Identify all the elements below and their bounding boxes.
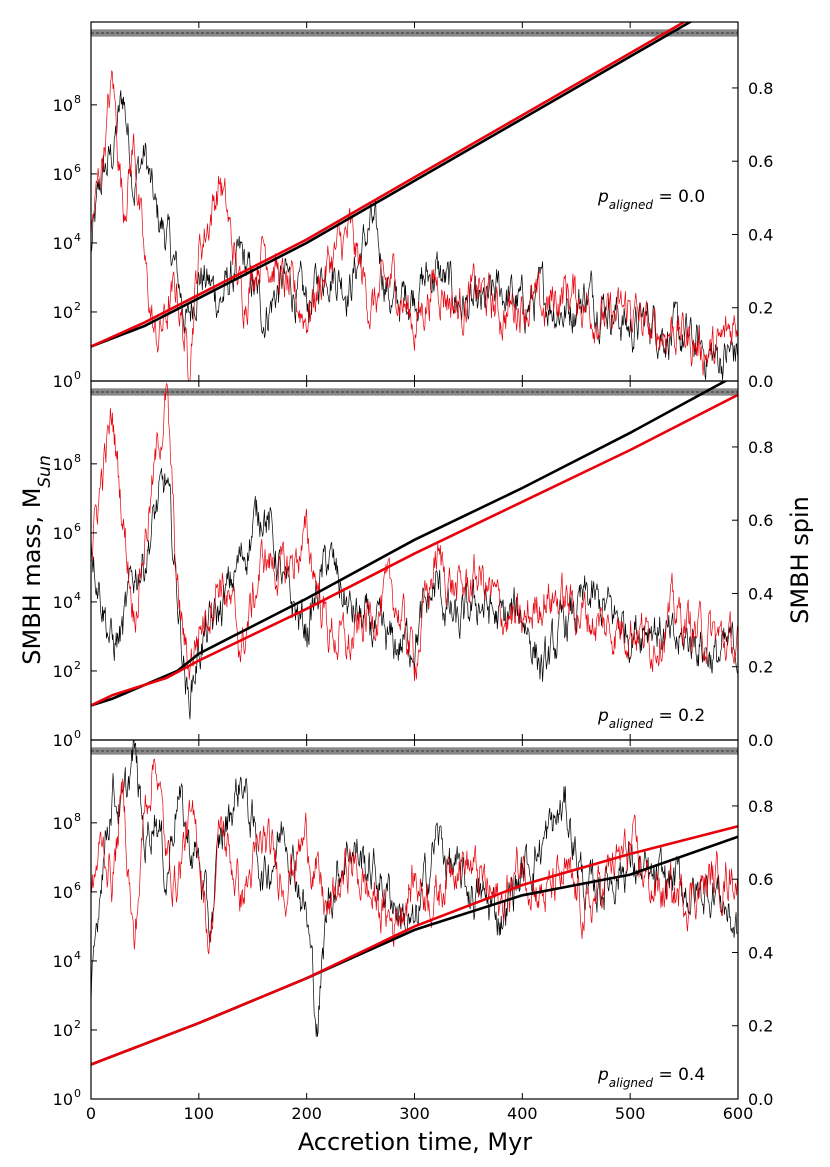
- y-tick-label-right: 0.6: [748, 152, 773, 171]
- spin-line-black: [91, 468, 738, 720]
- y-axis-label-left-sub: Sun: [35, 455, 55, 487]
- spin-line-red: [91, 382, 738, 682]
- y-tick-label-right: 0.4: [748, 584, 773, 603]
- y-tick-label-right: 0.6: [748, 870, 773, 889]
- y-tick-label-left: 10: [53, 303, 73, 322]
- y-tick-exponent-left: 0: [74, 728, 81, 741]
- annotation-sub: aligned: [609, 717, 654, 731]
- panel-frame: [90, 380, 739, 741]
- spin-limit-band: [91, 747, 738, 755]
- spin-line-red: [91, 758, 738, 955]
- spin-limit-band: [91, 29, 738, 37]
- mass-line-black: [91, 835, 738, 1066]
- y-tick-exponent-left: 8: [74, 452, 81, 465]
- y-tick-exponent-left: 0: [74, 369, 81, 382]
- y-tick-label-right: 0.2: [748, 299, 773, 318]
- y-tick-exponent-left: 6: [74, 162, 81, 175]
- x-axis-label: Accretion time, Myr: [298, 1128, 532, 1156]
- y-tick-exponent-left: 4: [74, 590, 81, 603]
- y-axis-label-left-main: SMBH mass, M: [18, 488, 46, 665]
- x-tick-label: 300: [399, 1104, 430, 1123]
- mass-line-red: [91, 825, 738, 1066]
- y-tick-exponent-left: 8: [74, 93, 81, 106]
- y-tick-label-left: 10: [53, 1021, 73, 1040]
- spin-line-black: [91, 740, 738, 1037]
- panel-frame: [90, 739, 739, 1100]
- y-tick-exponent-left: 6: [74, 521, 81, 534]
- annotation-p: p: [597, 1065, 609, 1085]
- annotation-p: p: [597, 706, 609, 726]
- y-tick-label-right: 0.8: [748, 438, 773, 457]
- plot-area-1: [91, 22, 738, 381]
- plot-area-3: [91, 740, 738, 1066]
- y-tick-label-right: 0.8: [748, 79, 773, 98]
- y-tick-label-left: 10: [53, 662, 73, 681]
- annotation-eq: = 0.2: [653, 706, 705, 726]
- y-tick-label-right: 0.2: [748, 1017, 773, 1036]
- spin-line-red: [91, 70, 738, 381]
- y-tick-label-left: 10: [53, 593, 73, 612]
- x-tick-label: 200: [291, 1104, 322, 1123]
- annotation-p: p: [597, 187, 609, 207]
- y-tick-exponent-left: 2: [74, 659, 81, 672]
- y-tick-label-left: 10: [53, 1090, 73, 1109]
- y-tick-label-left: 10: [53, 814, 73, 833]
- y-tick-exponent-left: 4: [74, 231, 81, 244]
- mass-line-red: [91, 393, 738, 707]
- y-tick-exponent-left: 0: [74, 1087, 81, 1100]
- y-tick-exponent-left: 8: [74, 811, 81, 824]
- x-tick-label: 500: [615, 1104, 646, 1123]
- x-tick-label: 600: [723, 1104, 754, 1123]
- y-axis-label-right: SMBH spin: [786, 496, 814, 624]
- y-tick-label-left: 10: [53, 952, 73, 971]
- plot-area-2: [91, 381, 738, 720]
- mass-line-black: [91, 381, 729, 707]
- y-tick-label-right: 0.4: [748, 225, 773, 244]
- panel-annotation: paligned = 0.4: [597, 1065, 705, 1090]
- panel-annotation: paligned = 0.2: [597, 706, 705, 731]
- y-tick-exponent-left: 2: [74, 1018, 81, 1031]
- y-tick-label-left: 10: [53, 372, 73, 391]
- spin-limit-band: [91, 388, 738, 396]
- y-tick-label-left: 10: [53, 455, 73, 474]
- y-tick-label-right: 0.8: [748, 797, 773, 816]
- annotation-sub: aligned: [609, 198, 654, 212]
- panel-annotation: paligned = 0.0: [597, 187, 705, 212]
- y-tick-label-right: 0.0: [748, 372, 773, 391]
- x-tick-label: 100: [184, 1104, 215, 1123]
- y-axis-label-left: SMBH mass, MSun: [18, 455, 55, 664]
- y-tick-exponent-left: 2: [74, 300, 81, 313]
- x-tick-label: 0: [86, 1104, 96, 1123]
- x-tick-label: 400: [507, 1104, 538, 1123]
- y-tick-label-right: 0.0: [748, 1090, 773, 1109]
- y-tick-label-left: 10: [53, 96, 73, 115]
- y-tick-label-left: 10: [53, 165, 73, 184]
- spin-line-black: [91, 90, 738, 381]
- y-tick-label-left: 10: [53, 234, 73, 253]
- y-tick-label-left: 10: [53, 883, 73, 902]
- y-tick-label-left: 10: [53, 731, 73, 750]
- annotation-eq: = 0.4: [653, 1065, 705, 1085]
- y-tick-label-right: 0.2: [748, 658, 773, 677]
- mass-line-red: [91, 22, 687, 348]
- y-tick-label-right: 0.0: [748, 731, 773, 750]
- y-tick-label-right: 0.4: [748, 943, 773, 962]
- y-tick-label-right: 0.6: [748, 511, 773, 530]
- annotation-eq: = 0.0: [653, 187, 705, 207]
- y-tick-exponent-left: 6: [74, 880, 81, 893]
- mass-line-black: [91, 22, 693, 348]
- y-tick-label-left: 10: [53, 524, 73, 543]
- annotation-sub: aligned: [609, 1076, 654, 1090]
- y-tick-exponent-left: 4: [74, 949, 81, 962]
